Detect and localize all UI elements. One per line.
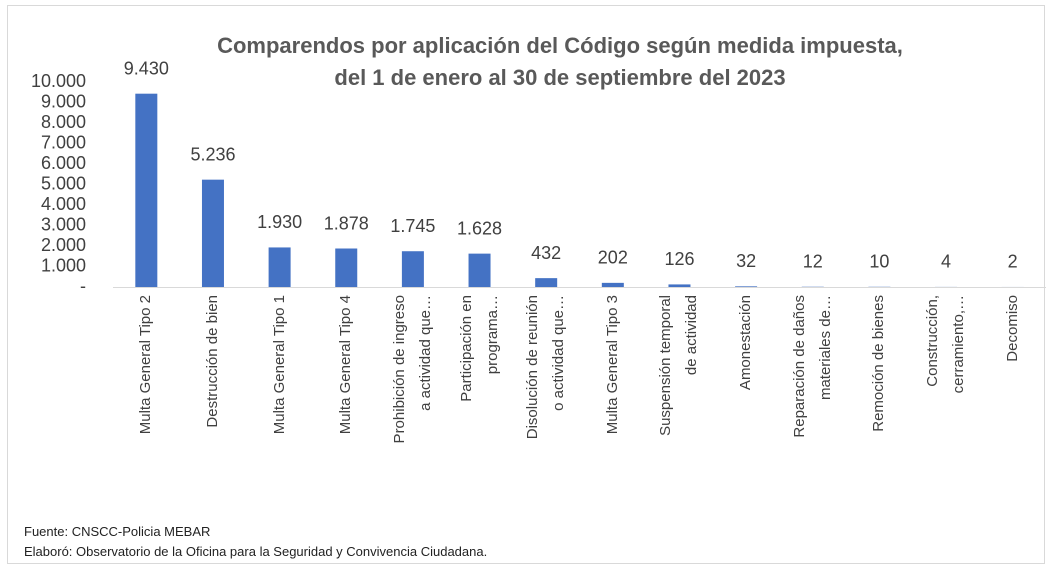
data-label: 12 (803, 252, 823, 272)
chart-border (7, 5, 1045, 564)
y-tick-label: 5.000 (41, 173, 86, 193)
x-tick-label: Amonestación (737, 295, 755, 391)
bar (401, 251, 424, 287)
author-note: Elaboró: Observatorio de la Oficina para… (24, 544, 488, 559)
bar (668, 284, 691, 287)
data-label: 10 (869, 252, 889, 272)
chart-title: Comparendos por aplicación del Código se… (217, 33, 903, 90)
x-tick-label: Destrucción de bien (203, 295, 221, 428)
data-label: 32 (736, 251, 756, 271)
bar (735, 286, 758, 287)
y-tick-label: - (80, 276, 86, 296)
x-tick-label: Multa General Tipo 4 (337, 295, 355, 435)
x-tick-label: Multa General Tipo 3 (603, 295, 621, 435)
bar (268, 247, 291, 287)
x-tick-label: Remoción de bienes (870, 295, 888, 432)
x-tick-label: Participación en programa… (457, 295, 501, 402)
x-tick-label: Reparación de daños materiales de… (790, 295, 834, 438)
x-tick-label: Multa General Tipo 2 (137, 295, 155, 435)
y-tick-label: 7.000 (41, 132, 86, 152)
data-label: 4 (941, 252, 951, 272)
data-label: 432 (531, 243, 561, 263)
y-tick-label: 2.000 (41, 235, 86, 255)
x-tick-label: Decomiso (1003, 295, 1021, 362)
y-tick-label: 3.000 (41, 214, 86, 234)
x-tick-label: Multa General Tipo 1 (270, 295, 288, 435)
x-tick-label: Prohibición de ingreso a actividad que… (390, 295, 434, 444)
y-tick-label: 8.000 (41, 112, 86, 132)
x-tick-label: Construcción, cerramiento,… (924, 295, 968, 394)
y-tick-label: 4.000 (41, 194, 86, 214)
data-label: 1.930 (257, 212, 302, 232)
bar (135, 93, 158, 287)
data-label: 126 (664, 249, 694, 269)
x-tick-label: Suspensión temporal de actividad (657, 295, 701, 436)
data-label: 9.430 (124, 58, 169, 78)
y-tick-label: 10.000 (31, 71, 86, 91)
data-label: 1.745 (390, 216, 435, 236)
y-tick-label: 9.000 (41, 91, 86, 111)
data-label: 2 (1008, 252, 1018, 272)
data-label: 202 (598, 248, 628, 268)
source-note: Fuente: CNSCC-Policia MEBAR (24, 524, 211, 539)
data-label: 5.236 (190, 144, 235, 164)
bar (468, 253, 491, 287)
x-tick-label: Disolución de reunión o actividad que… (524, 295, 568, 440)
y-tick-label: 1.000 (41, 255, 86, 275)
data-label: 1.628 (457, 218, 502, 238)
bar (335, 248, 358, 287)
bar (201, 179, 224, 287)
data-label: 1.878 (324, 213, 369, 233)
y-tick-label: 6.000 (41, 153, 86, 173)
bar (601, 282, 624, 287)
bar (535, 278, 558, 287)
